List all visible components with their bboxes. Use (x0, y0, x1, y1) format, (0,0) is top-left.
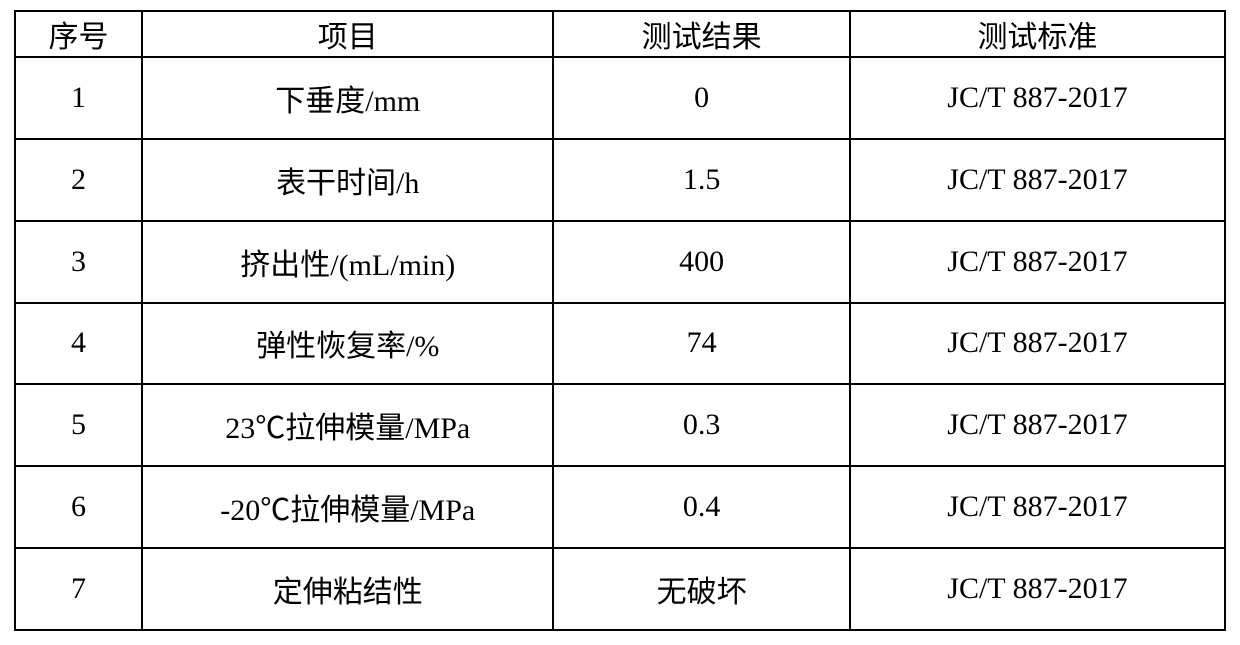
data-table: 序号 项目 测试结果 测试标准 1 下垂度/mm 0 JC/T 887-2017… (14, 10, 1226, 631)
cell-result: 0.3 (553, 384, 849, 466)
cell-index: 1 (15, 57, 142, 139)
cell-result: 400 (553, 221, 849, 303)
cell-result: 无破坏 (553, 548, 849, 630)
cell-index: 2 (15, 139, 142, 221)
table-row: 4 弹性恢复率/% 74 JC/T 887-2017 (15, 303, 1225, 385)
cell-standard: JC/T 887-2017 (850, 139, 1225, 221)
table-wrap: 序号 项目 测试结果 测试标准 1 下垂度/mm 0 JC/T 887-2017… (0, 0, 1240, 645)
table-row: 5 23℃拉伸模量/MPa 0.3 JC/T 887-2017 (15, 384, 1225, 466)
table-row: 2 表干时间/h 1.5 JC/T 887-2017 (15, 139, 1225, 221)
col-header-item: 项目 (142, 11, 553, 57)
table-row: 6 -20℃拉伸模量/MPa 0.4 JC/T 887-2017 (15, 466, 1225, 548)
cell-standard: JC/T 887-2017 (850, 303, 1225, 385)
cell-standard: JC/T 887-2017 (850, 57, 1225, 139)
cell-item: 23℃拉伸模量/MPa (142, 384, 553, 466)
cell-index: 3 (15, 221, 142, 303)
col-header-index: 序号 (15, 11, 142, 57)
cell-result: 1.5 (553, 139, 849, 221)
cell-result: 0 (553, 57, 849, 139)
cell-standard: JC/T 887-2017 (850, 548, 1225, 630)
table-header-row: 序号 项目 测试结果 测试标准 (15, 11, 1225, 57)
cell-standard: JC/T 887-2017 (850, 466, 1225, 548)
cell-item: 挤出性/(mL/min) (142, 221, 553, 303)
cell-index: 6 (15, 466, 142, 548)
cell-item: 定伸粘结性 (142, 548, 553, 630)
table-row: 3 挤出性/(mL/min) 400 JC/T 887-2017 (15, 221, 1225, 303)
cell-item: 表干时间/h (142, 139, 553, 221)
cell-item: -20℃拉伸模量/MPa (142, 466, 553, 548)
cell-index: 7 (15, 548, 142, 630)
cell-item: 下垂度/mm (142, 57, 553, 139)
table-row: 1 下垂度/mm 0 JC/T 887-2017 (15, 57, 1225, 139)
cell-result: 0.4 (553, 466, 849, 548)
cell-standard: JC/T 887-2017 (850, 384, 1225, 466)
cell-index: 5 (15, 384, 142, 466)
cell-item: 弹性恢复率/% (142, 303, 553, 385)
cell-standard: JC/T 887-2017 (850, 221, 1225, 303)
col-header-standard: 测试标准 (850, 11, 1225, 57)
col-header-result: 测试结果 (553, 11, 849, 57)
table-row: 7 定伸粘结性 无破坏 JC/T 887-2017 (15, 548, 1225, 630)
cell-index: 4 (15, 303, 142, 385)
cell-result: 74 (553, 303, 849, 385)
